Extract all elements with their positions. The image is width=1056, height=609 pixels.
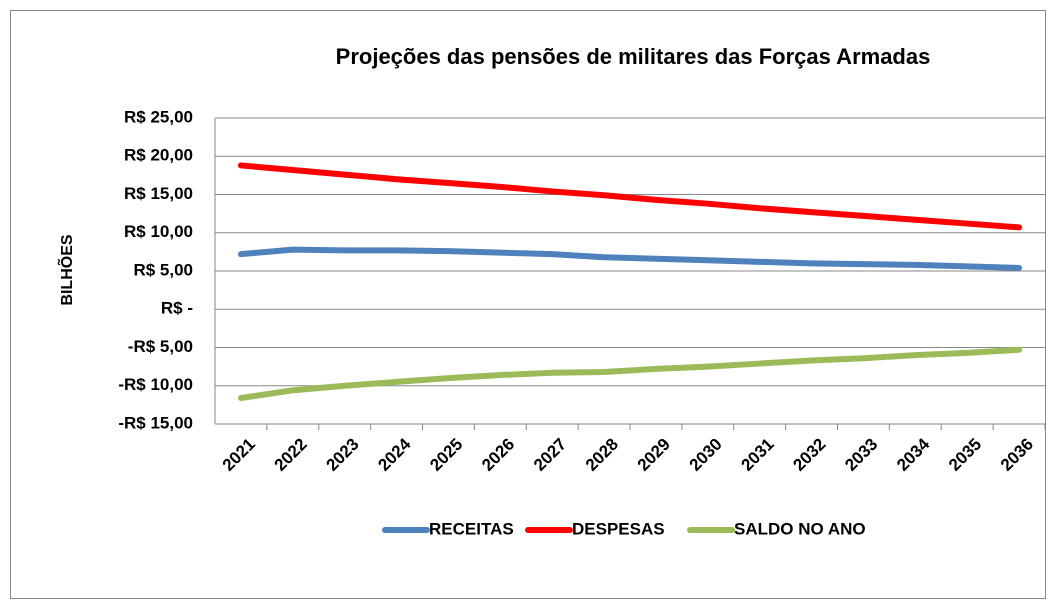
- y-axis-label: BILHÕES: [56, 234, 76, 305]
- legend-label: RECEITAS: [429, 519, 514, 538]
- data-line: [237, 162, 1023, 231]
- y-tick-label: R$ 5,00: [133, 260, 193, 279]
- chart-title: Projeções das pensões de militares das F…: [336, 44, 931, 69]
- y-tick-label: R$ 25,00: [124, 107, 193, 126]
- data-line: [237, 346, 1023, 401]
- y-tick-label: -R$ 5,00: [128, 337, 193, 356]
- y-tick-label: R$ 10,00: [124, 222, 193, 241]
- legend-label: DESPESAS: [572, 519, 665, 538]
- y-tick-label: -R$ 10,00: [118, 375, 193, 394]
- y-tick-label: R$ 20,00: [124, 146, 193, 165]
- legend-label: SALDO NO ANO: [734, 519, 866, 538]
- chart-border: [10, 10, 1046, 599]
- y-tick-label: R$ -: [161, 299, 193, 318]
- y-tick-label: -R$ 15,00: [118, 413, 193, 432]
- data-line: [237, 246, 1023, 271]
- y-tick-label: R$ 15,00: [124, 184, 193, 203]
